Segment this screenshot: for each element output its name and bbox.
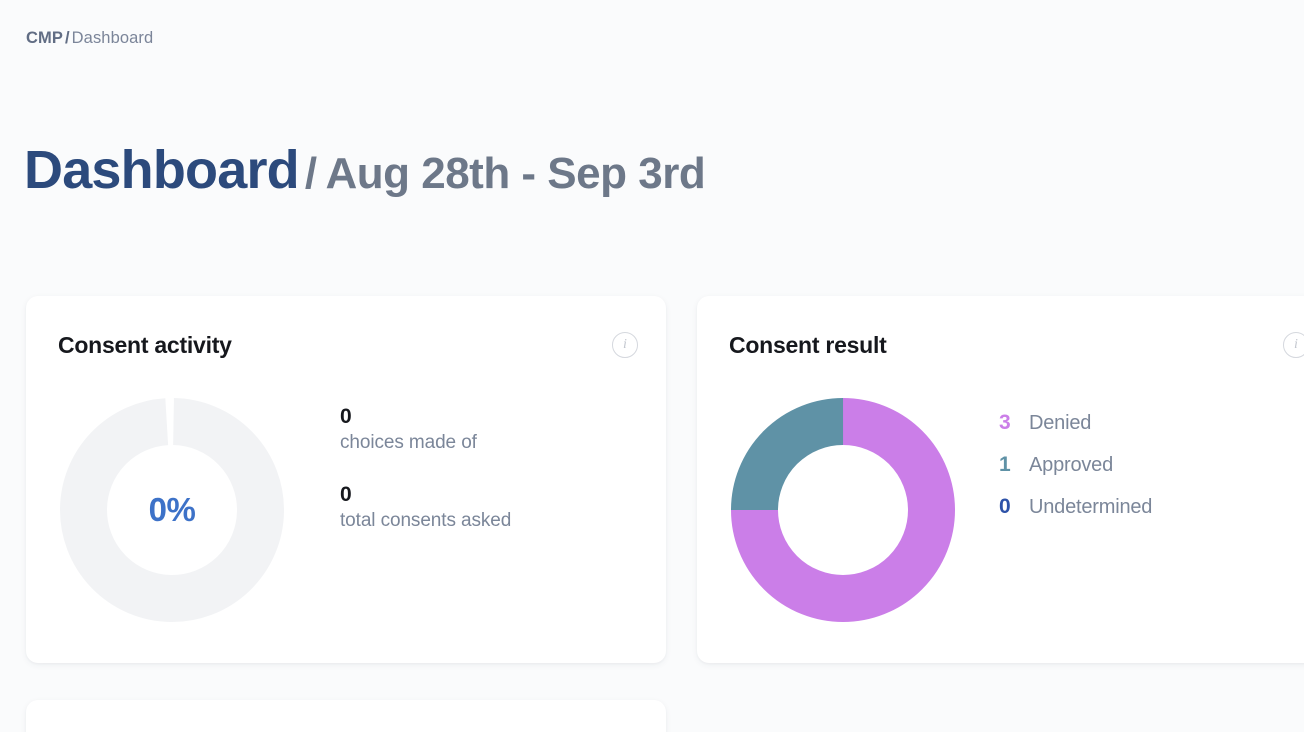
- legend-label-denied: Denied: [1029, 412, 1092, 434]
- legend-item-denied: 3 Denied: [999, 402, 1152, 444]
- info-icon[interactable]: i: [612, 332, 638, 358]
- page-title-main: Dashboard: [24, 140, 300, 201]
- breadcrumb-current: Dashboard: [71, 29, 154, 47]
- card-header-consent-activity: Consent activity i: [58, 330, 638, 360]
- donut-track-segment: [60, 398, 284, 622]
- info-icon[interactable]: i: [1283, 332, 1304, 358]
- consent-activity-donut-chart: 0%: [58, 396, 286, 624]
- card-consent-activity: Consent activity i 0% 0 choices made of …: [26, 296, 666, 663]
- page-title-separator: /: [304, 149, 317, 199]
- legend-value-undetermined: 0: [999, 495, 1011, 518]
- page-title: Dashboard / Aug 28th - Sep 3rd: [24, 139, 706, 201]
- legend-item-approved: 1 Approved: [999, 444, 1152, 486]
- stat-choices-made-value: 0: [340, 405, 352, 428]
- consent-result-donut-chart: [729, 396, 957, 624]
- breadcrumb-root[interactable]: CMP: [26, 29, 63, 47]
- breadcrumb: CMP / Dashboard: [26, 26, 153, 50]
- legend-value-approved: 1: [999, 453, 1011, 476]
- legend-item-undetermined: 0 Undetermined: [999, 486, 1152, 528]
- stat-total-consents: 0 total consents asked: [340, 482, 511, 534]
- legend-label-undetermined: Undetermined: [1029, 496, 1153, 518]
- breadcrumb-separator: /: [64, 29, 70, 47]
- consent-activity-stats: 0 choices made of 0 total consents asked: [340, 396, 511, 534]
- donut-svg-result: [731, 398, 955, 622]
- card-header-consent-result: Consent result i: [729, 330, 1304, 360]
- donut-segment-approved[interactable]: [731, 398, 955, 622]
- donut-svg-activity: [60, 398, 284, 622]
- stat-total-consents-value: 0: [340, 483, 352, 506]
- consent-activity-percent: 0%: [148, 491, 196, 528]
- card-title-consent-result: Consent result: [729, 332, 887, 358]
- card-next-panel: [26, 700, 666, 732]
- card-title-consent-activity: Consent activity: [58, 332, 232, 358]
- legend-value-denied: 3: [999, 411, 1011, 434]
- stat-choices-made-label: choices made of: [340, 432, 477, 453]
- consent-result-legend: 3 Denied 1 Approved 0 Undetermined: [999, 396, 1152, 528]
- card-consent-result: Consent result i 3 Denied 1 App: [697, 296, 1304, 663]
- stat-choices-made: 0 choices made of: [340, 404, 511, 456]
- card-body-consent-result: 3 Denied 1 Approved 0 Undetermined: [729, 396, 1304, 624]
- legend-label-approved: Approved: [1029, 454, 1114, 476]
- page-title-date-range: Aug 28th - Sep 3rd: [325, 149, 706, 199]
- stat-total-consents-label: total consents asked: [340, 510, 512, 531]
- card-body-consent-activity: 0% 0 choices made of 0 total consents as…: [58, 396, 642, 624]
